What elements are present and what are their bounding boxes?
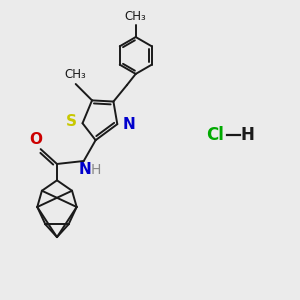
- Text: N: N: [123, 117, 135, 132]
- Text: H: H: [91, 164, 101, 177]
- Text: Cl: Cl: [206, 126, 224, 144]
- Text: CH₃: CH₃: [64, 68, 86, 81]
- Text: H: H: [241, 126, 254, 144]
- Text: CH₃: CH₃: [125, 10, 147, 23]
- Text: S: S: [66, 114, 77, 129]
- Text: O: O: [30, 132, 43, 147]
- Text: N: N: [79, 163, 92, 178]
